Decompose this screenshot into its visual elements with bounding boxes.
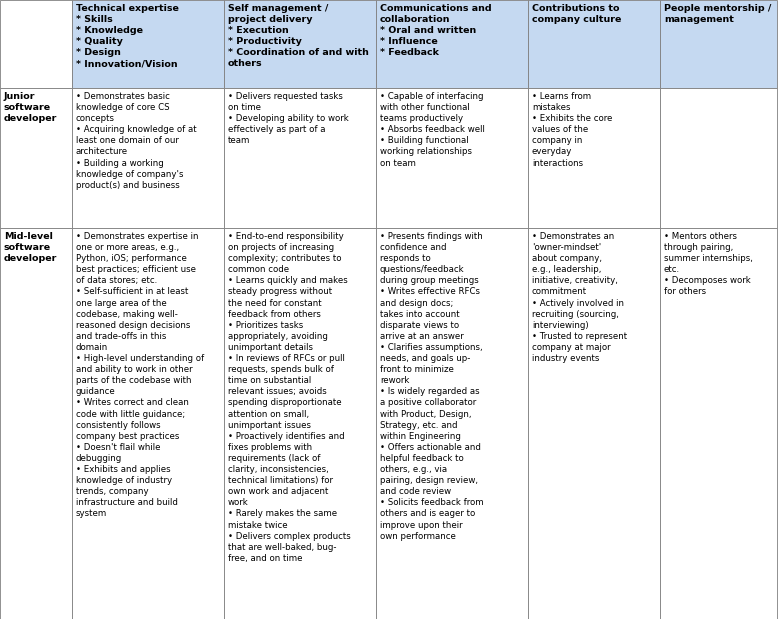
Bar [72,228,224,619]
Text: • End-to-end responsibility
on projects of increasing
complexity; contributes to: • End-to-end responsibility on projects … [228,232,351,563]
Text: • Capable of interfacing
with other functional
teams productively
• Absorbs feed: • Capable of interfacing with other func… [380,92,485,168]
Bar [0,0,72,88]
Text: Technical expertise
* Skills
* Knowledge
* Quality
* Design
* Innovation/Vision: Technical expertise * Skills * Knowledge… [76,4,179,69]
Text: Communications and
collaboration
* Oral and written
* Influence
* Feedback: Communications and collaboration * Oral … [380,4,491,58]
Bar [0,228,72,619]
Bar [72,88,224,228]
Text: • Demonstrates basic
knowledge of core CS
concepts
• Acquiring knowledge of at
l: • Demonstrates basic knowledge of core C… [76,92,197,190]
Bar [660,88,777,228]
Bar [224,88,376,228]
Text: • Learns from
mistakes
• Exhibits the core
values of the
company in
everyday
int: • Learns from mistakes • Exhibits the co… [532,92,612,168]
Text: Mid-level
software
developer: Mid-level software developer [4,232,57,263]
Text: • Demonstrates expertise in
one or more areas, e.g.,
Python, iOS; performance
be: • Demonstrates expertise in one or more … [76,232,204,519]
Bar [376,0,528,88]
Bar [72,0,224,88]
Bar [660,228,777,619]
Text: • Presents findings with
confidence and
responds to
questions/feedback
during gr: • Presents findings with confidence and … [380,232,483,541]
Bar [0,88,72,228]
Text: • Demonstrates an
'owner-mindset'
about company,
e.g., leadership,
initiative, c: • Demonstrates an 'owner-mindset' about … [532,232,627,363]
Bar [376,228,528,619]
Text: Junior
software
developer: Junior software developer [4,92,57,123]
Bar [528,88,660,228]
Text: Self management /
project delivery
* Execution
* Productivity
* Coordination of : Self management / project delivery * Exe… [228,4,369,69]
Bar [528,0,660,88]
Bar [528,228,660,619]
Text: • Mentors others
through pairing,
summer internships,
etc.
• Decomposes work
for: • Mentors others through pairing, summer… [664,232,753,297]
Text: Contributions to
company culture: Contributions to company culture [532,4,622,24]
Bar [224,0,376,88]
Bar [376,88,528,228]
Bar [224,228,376,619]
Bar [660,0,777,88]
Text: People mentorship /
management: People mentorship / management [664,4,772,24]
Text: • Delivers requested tasks
on time
• Developing ability to work
effectively as p: • Delivers requested tasks on time • Dev… [228,92,349,145]
